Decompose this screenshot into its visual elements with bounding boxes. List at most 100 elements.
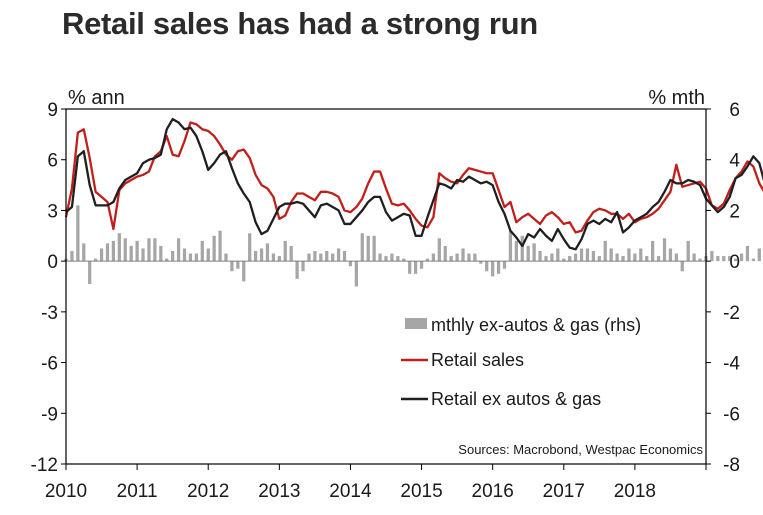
bar-mthly-ex-autos-gas — [141, 248, 145, 262]
bar-mthly-ex-autos-gas — [366, 235, 370, 262]
bar-mthly-ex-autos-gas — [372, 235, 376, 262]
bar-mthly-ex-autos-gas — [129, 245, 133, 262]
bar-mthly-ex-autos-gas — [218, 230, 222, 262]
left-tick-label: 6 — [47, 151, 58, 172]
bar-mthly-ex-autos-gas — [591, 251, 596, 262]
bar-mthly-ex-autos-gas — [479, 261, 483, 264]
bar-mthly-ex-autos-gas — [520, 235, 524, 262]
bar-mthly-ex-autos-gas — [402, 258, 406, 262]
bar-mthly-ex-autos-gas — [135, 240, 139, 262]
bar-mthly-ex-autos-gas — [449, 256, 453, 262]
bar-mthly-ex-autos-gas — [105, 243, 110, 262]
x-tick-label: 2018 — [614, 481, 656, 502]
bar-mthly-ex-autos-gas — [82, 243, 86, 262]
bar-mthly-ex-autos-gas — [615, 253, 619, 262]
bar-mthly-ex-autos-gas — [514, 240, 518, 262]
legend-swatch-bars — [405, 318, 427, 329]
bar-mthly-ex-autos-gas — [319, 253, 323, 262]
bar-mthly-ex-autos-gas — [277, 256, 281, 262]
bar-mthly-ex-autos-gas — [182, 248, 187, 262]
bar-mthly-ex-autos-gas — [508, 230, 513, 262]
bar-mthly-ex-autos-gas — [165, 258, 169, 262]
bar-mthly-ex-autos-gas — [159, 245, 163, 262]
bar-mthly-ex-autos-gas — [76, 205, 80, 262]
right-tick-label: -4 — [723, 354, 740, 375]
bar-mthly-ex-autos-gas — [425, 258, 430, 262]
right-axis: 6 4 2 0 -2 -4 -6 -8 — [706, 100, 740, 476]
bar-mthly-ex-autos-gas — [568, 256, 572, 262]
bar-mthly-ex-autos-gas — [751, 258, 756, 262]
bar-mthly-ex-autos-gas — [230, 261, 234, 272]
x-tick-label: 2015 — [400, 481, 442, 502]
left-axis-unit-label: % ann — [68, 87, 125, 109]
bar-mthly-ex-autos-gas — [88, 261, 92, 284]
bar-mthly-ex-autos-gas — [301, 261, 305, 272]
bar-mthly-ex-autos-gas — [728, 256, 732, 262]
bar-mthly-ex-autos-gas — [556, 248, 560, 262]
bar-mthly-ex-autos-gas — [639, 248, 643, 262]
bar-mthly-ex-autos-gas — [485, 261, 489, 272]
bar-mthly-ex-autos-gas — [467, 253, 471, 262]
bar-mthly-ex-autos-gas — [331, 253, 335, 262]
bar-mthly-ex-autos-gas — [384, 256, 388, 262]
bar-mthly-ex-autos-gas — [94, 258, 98, 262]
x-tick-label: 2016 — [472, 481, 514, 502]
bar-mthly-ex-autos-gas — [461, 248, 465, 262]
bar-mthly-ex-autos-gas — [603, 240, 607, 262]
bar-mthly-ex-autos-gas — [668, 248, 673, 262]
bar-mthly-ex-autos-gas — [443, 245, 447, 262]
bar-mthly-ex-autos-gas — [307, 253, 311, 262]
bar-mthly-ex-autos-gas — [562, 258, 566, 262]
bar-mthly-ex-autos-gas — [698, 258, 702, 262]
bar-mthly-ex-autos-gas — [733, 258, 738, 262]
bar-mthly-ex-autos-gas — [111, 240, 116, 262]
right-tick-label: -8 — [723, 455, 740, 476]
bar-mthly-ex-autos-gas — [117, 233, 121, 262]
bar-mthly-ex-autos-gas — [342, 251, 347, 262]
bar-mthly-ex-autos-gas — [171, 251, 175, 262]
legend-label-retail-ex: Retail ex autos & gas — [431, 389, 601, 409]
bar-mthly-ex-autos-gas — [378, 253, 382, 262]
x-tick-label: 2010 — [45, 481, 87, 502]
x-tick-label: 2014 — [329, 481, 372, 502]
legend-label-retail-sales: Retail sales — [431, 350, 524, 370]
line-series — [64, 117, 763, 251]
right-axis-unit-label: % mth — [648, 87, 705, 109]
right-tick-label: -6 — [723, 404, 740, 425]
bar-mthly-ex-autos-gas — [544, 256, 548, 262]
bar-mthly-ex-autos-gas — [609, 248, 613, 262]
bar-mthly-ex-autos-gas — [573, 253, 578, 262]
bar-mthly-ex-autos-gas — [200, 240, 204, 262]
bar-mthly-ex-autos-gas — [348, 261, 353, 267]
bar-mthly-ex-autos-gas — [496, 261, 501, 274]
bar-mthly-ex-autos-gas — [360, 233, 364, 262]
left-axis: 9 6 3 0 -3 -6 -9 -12 — [31, 100, 66, 476]
bar-mthly-ex-autos-gas — [674, 253, 678, 262]
legend: mthly ex-autos & gas (rhs) Retail sales … — [401, 315, 641, 409]
bar-mthly-ex-autos-gas — [354, 261, 358, 287]
bar-mthly-ex-autos-gas — [585, 248, 590, 262]
bar-mthly-ex-autos-gas — [99, 248, 104, 262]
bar-mthly-ex-autos-gas — [550, 253, 554, 262]
bar-mthly-ex-autos-gas — [206, 248, 210, 262]
bar-mthly-ex-autos-gas — [153, 238, 157, 262]
bar-mthly-ex-autos-gas — [739, 253, 744, 262]
bar-mthly-ex-autos-gas — [437, 238, 441, 262]
bar-mthly-ex-autos-gas — [70, 251, 74, 262]
x-tick-label: 2012 — [187, 481, 229, 502]
bar-mthly-ex-autos-gas — [633, 253, 637, 262]
bar-mthly-ex-autos-gas — [295, 261, 299, 279]
source-note: Sources: Macrobond, Westpac Economics — [458, 442, 703, 457]
bar-mthly-ex-autos-gas — [242, 261, 246, 282]
bar-mthly-ex-autos-gas — [686, 240, 690, 262]
bar-mthly-ex-autos-gas — [621, 256, 625, 262]
legend-label-bars: mthly ex-autos & gas (rhs) — [431, 315, 641, 335]
bar-mthly-ex-autos-gas — [188, 253, 193, 262]
left-tick-label: -3 — [41, 303, 58, 324]
bar-mthly-ex-autos-gas — [253, 251, 258, 262]
line-retail-ex-autos-gas — [65, 117, 763, 251]
bar-mthly-ex-autos-gas — [325, 251, 329, 262]
bar-mthly-ex-autos-gas — [662, 238, 667, 262]
right-tick-label: -2 — [723, 303, 740, 324]
